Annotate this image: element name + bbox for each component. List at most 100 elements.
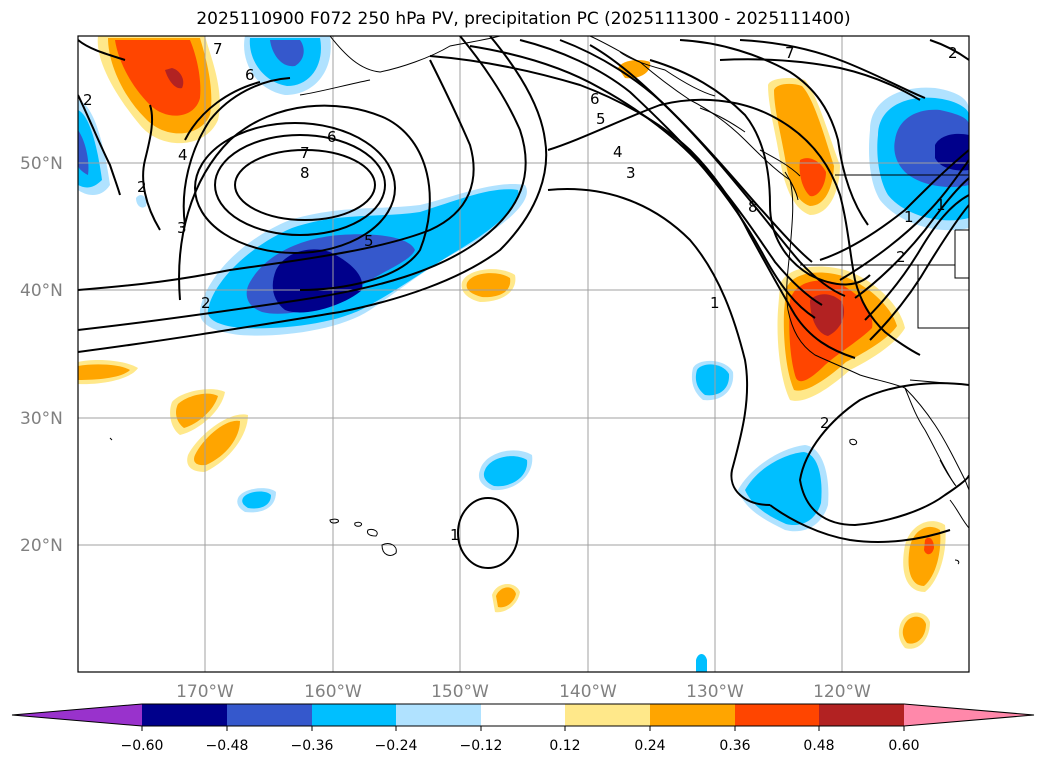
colorbar-tick-label: −0.36 <box>291 738 334 754</box>
pv-contour <box>78 59 475 291</box>
colorbar-ticks: −0.60 −0.48 −0.36 −0.24 −0.12 0.12 0.24 0.36 0.4… <box>121 726 920 754</box>
precip-negative-area <box>695 364 730 396</box>
contour-label: 7 <box>213 40 223 58</box>
precip-positive-area <box>115 40 201 116</box>
pv-contour-5 <box>559 39 846 297</box>
pv-contour-2 <box>142 104 161 231</box>
map-content: 7 6 6 7 8 5 4 3 2 2 2 6 5 4 3 1 8 7 2 1 … <box>78 36 969 672</box>
pv-contour-1 <box>769 504 951 543</box>
lon-label-150w: 150°W <box>431 682 489 702</box>
precip-positive-area <box>194 420 240 466</box>
pv-contour-2 <box>78 94 121 196</box>
pv-contour-6 <box>519 39 823 306</box>
contour-label: 1 <box>904 208 914 226</box>
pv-contour-2 <box>798 382 969 527</box>
pv-contour-2 <box>929 39 969 61</box>
precip-negative-area <box>483 456 528 487</box>
pv-contour-7 <box>214 134 386 236</box>
pv-contour <box>78 39 126 61</box>
pv-contour-8 <box>649 59 871 286</box>
pv-contours <box>78 36 969 569</box>
gridlines <box>78 36 969 672</box>
coastline <box>954 559 960 565</box>
lat-label-20n: 20°N <box>20 536 63 556</box>
colorbar-tick-label: 0.48 <box>803 738 834 754</box>
colorbar-segment <box>142 704 227 726</box>
colorbar-tick-label: 0.12 <box>549 738 580 754</box>
contour-label: 1 <box>936 196 946 214</box>
colorbar-segment <box>565 704 650 726</box>
coastline <box>299 79 371 96</box>
precip-positive-area <box>496 587 516 608</box>
lat-label-50n: 50°N <box>20 154 63 174</box>
pv-contour <box>469 45 816 319</box>
precip-negative-area <box>78 130 89 175</box>
contour-label: 1 <box>710 294 720 312</box>
colorbar: −0.60 −0.48 −0.36 −0.24 −0.12 0.12 0.24 0.36 0.4… <box>11 703 1035 754</box>
longitude-labels: 170°W 160°W 150°W 140°W 130°W 120°W <box>176 682 871 702</box>
precip-negative-area <box>242 491 271 509</box>
coastline <box>619 51 716 97</box>
contour-label: 2 <box>820 414 830 432</box>
coastline <box>329 36 501 73</box>
colorbar-tick-label: −0.24 <box>375 738 418 754</box>
coastline <box>109 437 113 441</box>
pv-contour-1 <box>547 188 771 506</box>
contour-label: 6 <box>327 128 337 146</box>
contour-label: 2 <box>948 44 958 62</box>
contour-label: 8 <box>748 198 758 216</box>
pv-contour-4 <box>184 81 261 141</box>
precip-positive-area <box>902 616 926 644</box>
contour-labels: 7 6 6 7 8 5 4 3 2 2 2 6 5 4 3 1 8 7 2 1 … <box>83 40 958 544</box>
pv-contour-8 <box>234 149 376 221</box>
pv-contour-2 <box>864 194 969 321</box>
colorbar-tick-label: −0.60 <box>121 738 164 754</box>
pv-contour <box>839 159 969 281</box>
lon-label-160w: 160°W <box>304 682 362 702</box>
contour-label: 6 <box>245 66 255 84</box>
colorbar-extend-low <box>12 704 142 726</box>
latitude-labels: 50°N 40°N 30°N 20°N <box>20 154 63 556</box>
map-frame <box>77 35 970 673</box>
pv-contour <box>78 36 527 331</box>
contour-label: 2 <box>201 294 211 312</box>
pv-contour-7 <box>739 39 926 99</box>
precip-positive-area <box>176 393 218 428</box>
contour-label: 3 <box>626 164 636 182</box>
colorbar-tick-label: −0.48 <box>206 738 249 754</box>
pv-contour-4 <box>589 44 813 263</box>
coastline <box>329 518 339 524</box>
colorbar-segment <box>735 704 819 726</box>
lat-label-30n: 30°N <box>20 409 63 429</box>
contour-label: 7 <box>300 144 310 162</box>
precip-positive-area <box>165 68 184 89</box>
pv-contour-5 <box>178 104 431 301</box>
colorbar-tick-label: 0.36 <box>719 738 750 754</box>
precip-negative-area <box>935 133 969 171</box>
pv-contour <box>547 98 921 356</box>
colorbar-tick-label: 0.60 <box>888 738 919 754</box>
pv-contour-1 <box>457 497 519 569</box>
colorbar-segment <box>650 704 735 726</box>
coastline <box>354 521 363 527</box>
precip-positive-area <box>799 158 826 197</box>
colorbar-segments <box>12 704 1034 726</box>
precip-positive-area <box>810 294 845 336</box>
pv-contour-6 <box>194 122 396 254</box>
pv-contour <box>429 55 856 359</box>
colorbar-extend-high <box>904 704 1034 726</box>
coastline <box>381 543 397 556</box>
precip-negative-area <box>270 40 304 67</box>
lat-label-40n: 40°N <box>20 281 63 301</box>
lon-label-170w: 170°W <box>176 682 234 702</box>
pv-contour <box>819 149 969 261</box>
pv-contour <box>719 58 921 101</box>
lon-label-120w: 120°W <box>813 682 871 702</box>
contour-label: 8 <box>300 164 310 182</box>
chart-title: 2025110900 F072 250 hPa PV, precipitatio… <box>196 9 851 29</box>
contour-label: 2 <box>896 248 906 266</box>
pv-contour-1 <box>869 204 969 341</box>
border-line <box>917 265 969 329</box>
contour-label: 1 <box>450 526 460 544</box>
contour-label: 2 <box>83 91 93 109</box>
